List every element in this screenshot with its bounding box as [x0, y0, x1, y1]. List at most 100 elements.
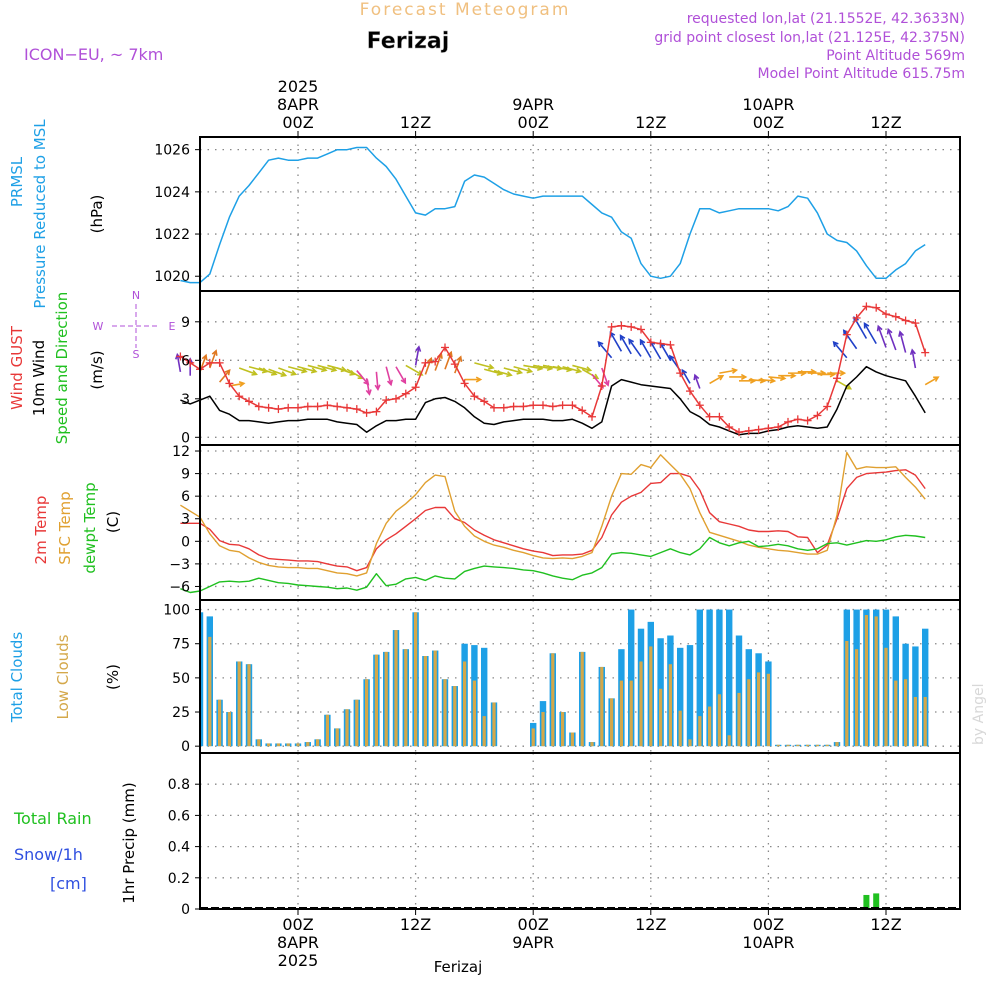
- temp-line-dewpt: [180, 534, 926, 594]
- temp-tick-label: −3: [169, 557, 190, 573]
- wind-arrow-head: [832, 340, 839, 348]
- low-cloud-bar: [659, 688, 663, 747]
- wind-gust-label: Wind GUST: [8, 325, 26, 410]
- low-cloud-bar: [737, 692, 741, 747]
- low-cloud-bar: [747, 679, 751, 747]
- wind-arrow: [552, 365, 572, 371]
- wind-arrow-head: [488, 363, 495, 370]
- low-cloud-bar: [864, 615, 868, 747]
- wind-arrow-head: [201, 353, 208, 361]
- low-cloud-bar: [296, 743, 300, 747]
- wind-arrow: [385, 366, 392, 385]
- cloud-tick-label: 100: [163, 603, 190, 619]
- low-cloud-bar: [825, 744, 829, 747]
- low-cloud-bar: [541, 712, 545, 747]
- low-cloud-bar: [698, 716, 702, 747]
- wind-arrow-head: [526, 367, 534, 374]
- temp-2m-label: 2m Temp: [32, 496, 50, 565]
- bottom-axis-label: 2025: [278, 951, 319, 970]
- wind-arrow-head: [769, 377, 777, 384]
- low-cloud-bar: [639, 661, 643, 747]
- pressure-line: [180, 146, 926, 284]
- temp-line-sfc: [180, 451, 926, 577]
- low-cloud-bar: [796, 744, 800, 747]
- wind-arrow: [287, 365, 307, 373]
- low-cloud-bar: [257, 739, 261, 747]
- wind-arrow: [238, 367, 257, 376]
- low-cloud-bar: [766, 673, 770, 747]
- pressure-tick-label: 1020: [154, 269, 190, 285]
- wind-arrow: [176, 354, 182, 372]
- wind-arrow-head: [374, 384, 381, 391]
- low-cloud-bar: [384, 651, 388, 747]
- low-cloud-bar: [688, 739, 692, 747]
- wind-arrow-head: [224, 368, 231, 376]
- wind-arrow-head: [731, 367, 739, 374]
- wind-arrow-head: [845, 384, 853, 390]
- low-cloud-bar: [668, 664, 672, 747]
- total-cloud-bar: [628, 609, 635, 747]
- wind-arrow: [758, 378, 775, 382]
- total-clouds-label: Total Clouds: [8, 632, 26, 724]
- low-cloud-bar: [316, 739, 320, 747]
- wind-arrow-head: [415, 345, 422, 352]
- wind-arrow: [609, 332, 623, 352]
- rain-bar: [863, 894, 870, 909]
- wind-arrow: [405, 364, 423, 376]
- wind-arrow-head: [417, 370, 424, 376]
- wind-arrow-head: [211, 349, 218, 356]
- wind-arrow: [483, 368, 502, 375]
- low-cloud-bar: [335, 728, 339, 747]
- wind-arrow: [493, 369, 512, 376]
- temp-tick-label: 9: [181, 467, 190, 483]
- wind-arrow-head: [310, 367, 318, 374]
- low-cloud-bar: [776, 744, 780, 747]
- snow-unit-legend: [cm]: [50, 874, 87, 893]
- low-cloud-bar: [482, 716, 486, 747]
- total-cloud-bar: [201, 612, 204, 747]
- wind-arrow-head: [475, 376, 483, 383]
- wind-arrow: [628, 339, 642, 357]
- wind-arrow: [268, 368, 286, 377]
- wind-tick-label: 3: [181, 392, 190, 408]
- wind-arrow: [336, 367, 355, 376]
- wind-arrow: [619, 335, 632, 355]
- wind-arrow-head: [740, 373, 748, 381]
- wind-arrow-head: [330, 366, 338, 373]
- wind-arrow-head: [386, 379, 393, 387]
- footer-location: Ferizaj: [434, 958, 483, 976]
- location-title: Ferizaj: [367, 29, 450, 54]
- wind-arrow-head: [516, 368, 524, 375]
- temp-sfc-label: SFC Temp: [56, 491, 74, 564]
- wind-arrow: [356, 370, 369, 385]
- precip-tick-label: 0.8: [168, 777, 190, 793]
- low-cloud-bar: [727, 735, 731, 747]
- wind-arrow-head: [585, 366, 593, 373]
- wind-arrow-head: [575, 367, 583, 374]
- wind-arrow-head: [717, 374, 725, 381]
- cloud-tick-label: 0: [181, 739, 190, 755]
- low-cloud-bar: [904, 679, 908, 747]
- wind-arrow: [375, 371, 379, 390]
- total-cloud-bar: [922, 628, 929, 747]
- bottom-axis-label: 10APR: [742, 933, 794, 952]
- top-axis-label: 00Z: [518, 113, 549, 132]
- total-cloud-bar: [735, 635, 743, 747]
- precip-tick-label: 0: [181, 902, 190, 918]
- wind-arrow: [877, 326, 887, 348]
- wind-arrow: [768, 376, 785, 380]
- low-cloud-bar: [570, 732, 574, 747]
- cloud-tick-label: 75: [172, 637, 190, 653]
- low-cloud-bar: [757, 672, 761, 747]
- wind-arrow: [836, 380, 852, 390]
- low-cloud-bar: [404, 649, 408, 747]
- low-cloud-bar: [463, 661, 467, 747]
- low-cloud-bar: [913, 696, 917, 747]
- total-cloud-bar: [686, 645, 694, 747]
- model-altitude: Model Point Altitude 615.75m: [758, 66, 965, 82]
- low-cloud-bar: [276, 743, 280, 747]
- low-cloud-bar: [845, 640, 849, 747]
- top-axis-label: 2025: [278, 77, 319, 96]
- cloud-tick-label: 50: [172, 671, 190, 687]
- top-axis-label: 00Z: [282, 113, 313, 132]
